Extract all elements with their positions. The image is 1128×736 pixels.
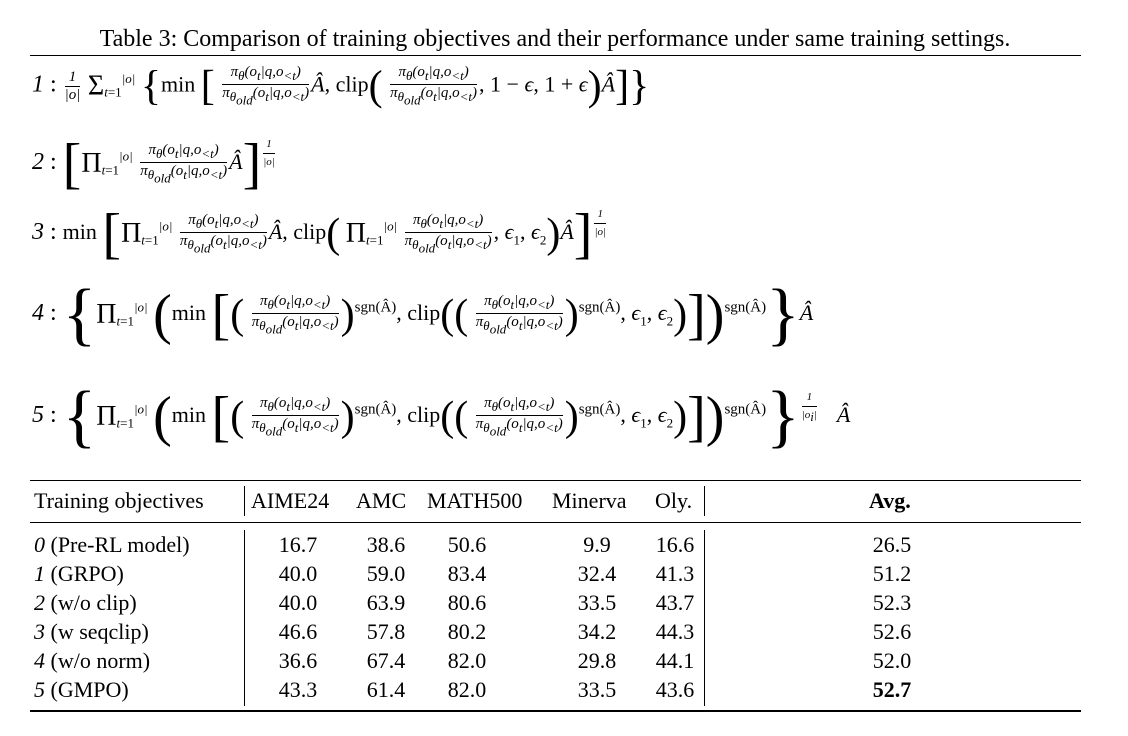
table-cell: 44.1 (655, 648, 695, 673)
table-cell: 43.6 (655, 677, 695, 702)
vertical-rule-left-body (244, 530, 245, 706)
table-cell: 80.6 (447, 590, 487, 615)
table-cell: 38.6 (366, 532, 406, 557)
formula-number: 5 (32, 402, 44, 429)
avg-cell: 52.6 (872, 619, 912, 644)
top-rule (30, 55, 1081, 56)
formula-3: 3 : min [Πt=1|o| πθ(ot|q,o<t) πθold(ot|q,… (32, 203, 606, 265)
header-amc: AMC (356, 488, 407, 513)
row-number: 2 (34, 590, 45, 615)
avg-cell: 52.3 (872, 590, 912, 615)
table-cell: 67.4 (366, 648, 406, 673)
vertical-rule-right (704, 486, 705, 516)
table-cell: 50.6 (447, 532, 487, 557)
row-name: (GMPO) (45, 677, 129, 702)
header-aime24: AIME24 (251, 488, 330, 513)
table-cell: 83.4 (447, 561, 487, 586)
table-cell: 40.0 (278, 590, 318, 615)
table-cell: 61.4 (366, 677, 406, 702)
row-name: (w/o norm) (45, 648, 151, 673)
formula-number: 3 (32, 219, 44, 246)
row-number: 5 (34, 677, 45, 702)
vertical-rule-left (244, 486, 245, 516)
table-cell: 29.8 (577, 648, 617, 673)
formula-number: 2 (32, 149, 44, 176)
formula-2: 2 : [Πt=1|o| πθ(ot|q,o<t) πθold(ot|q,o<t)… (32, 133, 275, 195)
avg-cell: 26.5 (872, 532, 912, 557)
formula-4: 4 : {Πt=1|o| (min [( πθ(ot|q,o<t) πθold(o… (32, 276, 814, 353)
table-caption: Table 3: Comparison of training objectiv… (99, 26, 1011, 52)
header-minerva: Minerva (552, 488, 627, 513)
row-name: (w/o clip) (45, 590, 137, 615)
table-cell: 41.3 (655, 561, 695, 586)
row-name: (w seqclip) (45, 619, 149, 644)
table-cell: 34.2 (577, 619, 617, 644)
row-name: (GRPO) (45, 561, 124, 586)
formula-5: 5 : {Πt=1|o| (min [( πθ(ot|q,o<t) πθold(o… (32, 378, 851, 455)
table-cell: 33.5 (577, 677, 617, 702)
avg-cell: 51.2 (872, 561, 912, 586)
row-number: 4 (34, 648, 45, 673)
vertical-rule-right-body (704, 530, 705, 706)
row-label: 5 (GMPO) (34, 677, 129, 703)
avg-cell: 52.0 (872, 648, 912, 673)
header-math500: MATH500 (427, 488, 523, 513)
row-label: 4 (w/o norm) (34, 648, 150, 674)
table-cell: 63.9 (366, 590, 406, 615)
table-cell: 36.6 (278, 648, 318, 673)
row-label: 0 (Pre-RL model) (34, 532, 190, 558)
mid-rule (30, 480, 1081, 481)
header-rule (30, 522, 1081, 523)
row-number: 3 (34, 619, 45, 644)
formula-number: 4 (32, 300, 44, 327)
header-training-objectives: Training objectives (34, 488, 204, 513)
table-cell: 43.3 (278, 677, 318, 702)
table-cell: 9.9 (583, 532, 611, 557)
table-cell: 82.0 (447, 677, 487, 702)
table-cell: 44.3 (655, 619, 695, 644)
table-cell: 82.0 (447, 648, 487, 673)
formula-number: 1 (32, 71, 44, 98)
avg-cell: 52.7 (872, 677, 912, 702)
table-cell: 32.4 (577, 561, 617, 586)
row-label: 1 (GRPO) (34, 561, 124, 587)
row-name: (Pre-RL model) (45, 532, 190, 557)
header-oly: Oly. (655, 488, 693, 513)
table-cell: 40.0 (278, 561, 318, 586)
table-cell: 57.8 (366, 619, 406, 644)
row-label: 2 (w/o clip) (34, 590, 137, 616)
table-cell: 16.6 (655, 532, 695, 557)
formula-1: 1 : 1 |o| Σt=1|o| {min [ πθ(ot|q,o<t) πθol… (32, 63, 650, 110)
table-cell: 33.5 (577, 590, 617, 615)
row-number: 1 (34, 561, 45, 586)
row-label: 3 (w seqclip) (34, 619, 149, 645)
row-number: 0 (34, 532, 45, 557)
table-cell: 59.0 (366, 561, 406, 586)
bottom-rule (30, 710, 1081, 712)
header-avg: Avg. (869, 488, 911, 513)
table-cell: 46.6 (278, 619, 318, 644)
table-cell: 43.7 (655, 590, 695, 615)
table-cell: 80.2 (447, 619, 487, 644)
table-cell: 16.7 (278, 532, 318, 557)
